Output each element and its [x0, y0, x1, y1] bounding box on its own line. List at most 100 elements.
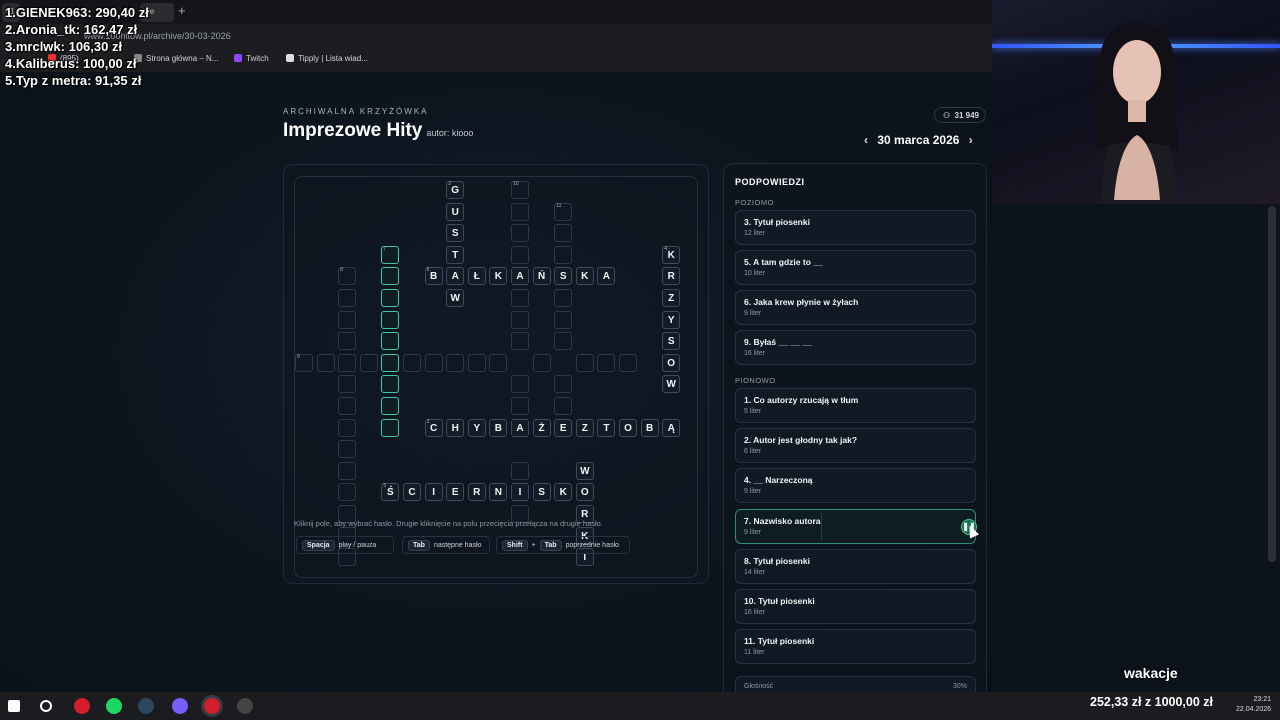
grid-cell[interactable]: N — [489, 483, 508, 502]
grid-cell[interactable]: S — [662, 332, 681, 351]
bookmark-item[interactable]: Twitch — [234, 54, 269, 63]
clue-down-11[interactable]: 11. Tytuł piosenki 11 liter — [735, 629, 976, 664]
grid-cell[interactable]: S — [554, 267, 573, 286]
grid-cell[interactable]: O — [662, 353, 681, 372]
grid-cell[interactable]: A — [511, 267, 529, 286]
grid-cell[interactable] — [359, 353, 378, 372]
clue-across-5[interactable]: 5. A tam gdzie to __ 10 liter — [735, 250, 976, 285]
grid-cell[interactable]: R — [467, 483, 486, 502]
grid-cell[interactable] — [511, 310, 529, 329]
grid-cell[interactable]: 10 — [511, 181, 529, 199]
grid-cell[interactable] — [381, 310, 400, 329]
grid-cell[interactable]: S — [446, 224, 465, 243]
windows-start-icon[interactable] — [8, 700, 20, 712]
grid-cell[interactable] — [338, 397, 357, 415]
discord-icon[interactable] — [172, 698, 188, 714]
grid-cell[interactable]: T — [446, 245, 465, 264]
grid-cell[interactable] — [338, 483, 357, 502]
bookmark-item[interactable]: (895) — [48, 54, 79, 63]
grid-cell[interactable] — [338, 332, 357, 351]
grid-cell[interactable] — [381, 375, 400, 394]
grid-cell[interactable]: Ą — [662, 418, 681, 437]
opera-gx-icon[interactable] — [204, 698, 220, 714]
clue-across-9[interactable]: 9. Byłaś __ __ __ 16 liter — [735, 330, 976, 365]
clue-down-4[interactable]: 4. __ Narzeczoną 9 liter — [735, 468, 976, 503]
grid-cell[interactable] — [511, 397, 529, 415]
steam-icon[interactable] — [138, 698, 154, 714]
grid-cell[interactable]: W — [662, 375, 681, 394]
grid-cell[interactable]: B — [640, 418, 659, 437]
grid-cell[interactable] — [381, 332, 400, 351]
grid-cell[interactable] — [532, 353, 551, 372]
grid-cell[interactable]: W — [446, 289, 465, 307]
grid-cell[interactable] — [338, 526, 357, 545]
clue-down-1[interactable]: 1. Co autorzy rzucają w tłum 5 liter — [735, 388, 976, 423]
grid-cell[interactable] — [338, 375, 357, 394]
grid-cell[interactable]: Y — [662, 310, 681, 329]
scrollbar[interactable] — [1268, 206, 1276, 562]
opera-icon[interactable] — [74, 698, 90, 714]
grid-cell[interactable]: K — [575, 267, 594, 286]
browser-tab[interactable]: ie — [140, 3, 174, 22]
clue-down-2[interactable]: 2. Autor jest głodny tak jak? 6 liter — [735, 428, 976, 463]
grid-cell[interactable]: W — [575, 461, 594, 480]
grid-cell[interactable]: H — [446, 418, 465, 437]
grid-cell[interactable] — [381, 289, 400, 307]
grid-cell[interactable] — [338, 418, 357, 437]
grid-cell[interactable]: A — [511, 418, 529, 437]
clue-down-10[interactable]: 10. Tytuł piosenki 16 liter — [735, 589, 976, 624]
grid-cell[interactable]: Ń — [532, 267, 551, 286]
grid-cell[interactable] — [489, 353, 508, 372]
grid-cell[interactable] — [554, 289, 573, 307]
chevron-right-icon[interactable]: › — [968, 133, 973, 147]
grid-cell[interactable]: S — [532, 483, 551, 502]
grid-cell[interactable]: B — [489, 418, 508, 437]
grid-cell[interactable]: K — [489, 267, 508, 286]
grid-cell[interactable]: K — [554, 483, 573, 502]
grid-cell[interactable]: 11 — [554, 202, 573, 221]
clue-down-7[interactable]: 7. Nazwisko autora 9 liter ❚❚ — [735, 509, 980, 544]
grid-cell[interactable] — [381, 267, 400, 286]
grid-cell[interactable] — [511, 505, 529, 523]
grid-cell[interactable] — [554, 310, 573, 329]
grid-cell[interactable]: Z — [662, 289, 681, 307]
grid-cell[interactable] — [619, 353, 637, 372]
grid-cell[interactable] — [381, 397, 400, 415]
grid-cell[interactable]: I — [575, 548, 594, 567]
grid-cell[interactable]: E — [554, 418, 573, 437]
clue-across-3[interactable]: 3. Tytuł piosenki 12 liter — [735, 210, 976, 245]
grid-cell[interactable] — [511, 202, 529, 221]
grid-cell[interactable]: Ż — [532, 418, 551, 437]
grid-cell[interactable] — [554, 375, 573, 394]
grid-cell[interactable]: 9 — [295, 353, 313, 372]
grid-cell[interactable] — [511, 461, 529, 480]
address-bar[interactable]: www.100hitow.pl/archive/30-03-2026 — [84, 31, 231, 41]
grid-cell[interactable]: T — [597, 418, 616, 437]
grid-cell[interactable] — [338, 461, 357, 480]
grid-cell[interactable]: O — [619, 418, 637, 437]
clue-down-8[interactable]: 8. Tytuł piosenki 14 liter — [735, 549, 976, 584]
grid-cell[interactable]: A — [446, 267, 465, 286]
grid-cell[interactable] — [511, 289, 529, 307]
grid-cell[interactable]: C — [403, 483, 421, 502]
grid-cell[interactable]: O — [575, 483, 594, 502]
pause-button[interactable]: ❚❚ — [961, 519, 977, 535]
grid-cell[interactable]: Y — [467, 418, 486, 437]
bookmark-item[interactable]: Tipply | Lista wiad... — [286, 54, 368, 63]
grid-cell[interactable] — [511, 375, 529, 394]
grid-cell[interactable]: R — [575, 505, 594, 523]
spotify-icon[interactable] — [106, 698, 122, 714]
grid-cell[interactable] — [403, 353, 421, 372]
grid-cell[interactable]: Z — [575, 418, 594, 437]
browser-tab[interactable]: 1 — [2, 3, 20, 22]
grid-cell[interactable]: E — [446, 483, 465, 502]
chevron-left-icon[interactable]: ‹ — [864, 133, 868, 147]
search-icon[interactable] — [40, 700, 52, 712]
grid-cell[interactable]: 8 — [338, 267, 357, 286]
grid-cell[interactable] — [381, 353, 400, 372]
grid-cell[interactable] — [338, 505, 357, 523]
